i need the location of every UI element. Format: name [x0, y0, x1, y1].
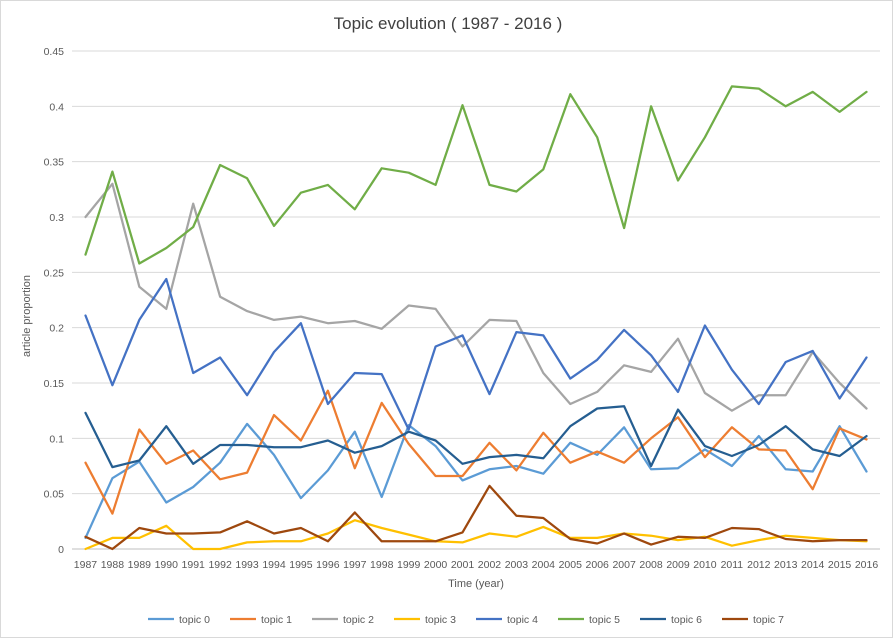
x-tick-label: 1994	[262, 559, 286, 571]
x-tick-label: 2010	[693, 559, 717, 571]
series-line-topic-0	[84, 422, 868, 540]
x-tick-label: 1988	[101, 559, 125, 571]
y-tick-label: 0.4	[49, 101, 64, 113]
y-tick-label: 0	[58, 544, 64, 556]
x-tick-label: 2011	[721, 559, 744, 571]
legend-label: topic 1	[261, 614, 292, 626]
x-tick-label: 2014	[801, 559, 825, 571]
x-tick-label: 2008	[639, 559, 663, 571]
series-line-topic-3	[84, 519, 868, 551]
x-tick-label: 1990	[155, 559, 179, 571]
y-tick-label: 0.3	[49, 212, 64, 224]
x-tick-label: 1996	[316, 559, 340, 571]
x-tick-label: 1987	[74, 559, 98, 571]
series-line-topic-1	[84, 389, 868, 515]
x-tick-label: 2005	[559, 559, 583, 571]
series-line-topic-5	[84, 85, 868, 265]
legend-label: topic 7	[753, 614, 784, 626]
x-tick-label: 2012	[747, 559, 771, 571]
legend-label: topic 3	[425, 614, 456, 626]
legend-label: topic 6	[671, 614, 702, 626]
chart-title: Topic evolution ( 1987 - 2016 )	[334, 14, 563, 33]
legend-label: topic 0	[179, 614, 210, 626]
x-tick-label: 1999	[397, 559, 421, 571]
x-tick-label: 2000	[424, 559, 448, 571]
y-tick-label: 0.35	[44, 157, 65, 169]
x-tick-label: 2002	[478, 559, 502, 571]
y-axis-ticks: 0 0.05 0.1 0.15 0.2 0.25 0.3 0.35 0.4 0.45	[44, 46, 65, 556]
legend: topic 0 topic 1 topic 2 topic 3 topic 4 topic…	[148, 614, 784, 626]
x-tick-label: 1992	[208, 559, 232, 571]
x-tick-label: 2006	[586, 559, 610, 571]
x-tick-label: 1997	[343, 559, 367, 571]
y-tick-label: 0.25	[44, 267, 65, 279]
x-axis-ticks: 1987 1988 1989 1990 1991 1992 1993 1994 1995 1996…	[74, 559, 879, 571]
y-tick-label: 0.45	[44, 46, 65, 58]
series-line-topic-7	[84, 484, 868, 551]
gridlines	[72, 50, 880, 550]
series-line-topic-2	[84, 182, 868, 412]
y-tick-label: 0.15	[44, 378, 65, 390]
x-tick-label: 1989	[128, 559, 152, 571]
x-tick-label: 1991	[182, 559, 206, 571]
x-tick-label: 2009	[666, 559, 690, 571]
series-line-topic-4	[84, 277, 868, 431]
x-tick-label: 2013	[774, 559, 798, 571]
x-tick-label: 1998	[370, 559, 394, 571]
x-tick-label: 1995	[289, 559, 313, 571]
x-tick-label: 2001	[451, 559, 475, 571]
x-tick-label: 2007	[612, 559, 636, 571]
y-tick-label: 0.1	[49, 433, 64, 445]
legend-label: topic 5	[589, 614, 620, 626]
legend-label: topic 2	[343, 614, 374, 626]
series-lines	[84, 85, 868, 551]
x-axis-label: Time (year)	[448, 578, 504, 590]
y-tick-label: 0.2	[49, 323, 64, 335]
x-tick-label: 2003	[505, 559, 529, 571]
series-line-topic-6	[84, 405, 868, 469]
legend-label: topic 4	[507, 614, 538, 626]
x-tick-label: 2016	[855, 559, 879, 571]
x-tick-label: 1993	[235, 559, 259, 571]
y-tick-label: 0.05	[44, 489, 65, 501]
y-axis-label: article proportion	[21, 275, 33, 357]
x-tick-label: 2015	[828, 559, 852, 571]
x-tick-label: 2004	[532, 559, 556, 571]
